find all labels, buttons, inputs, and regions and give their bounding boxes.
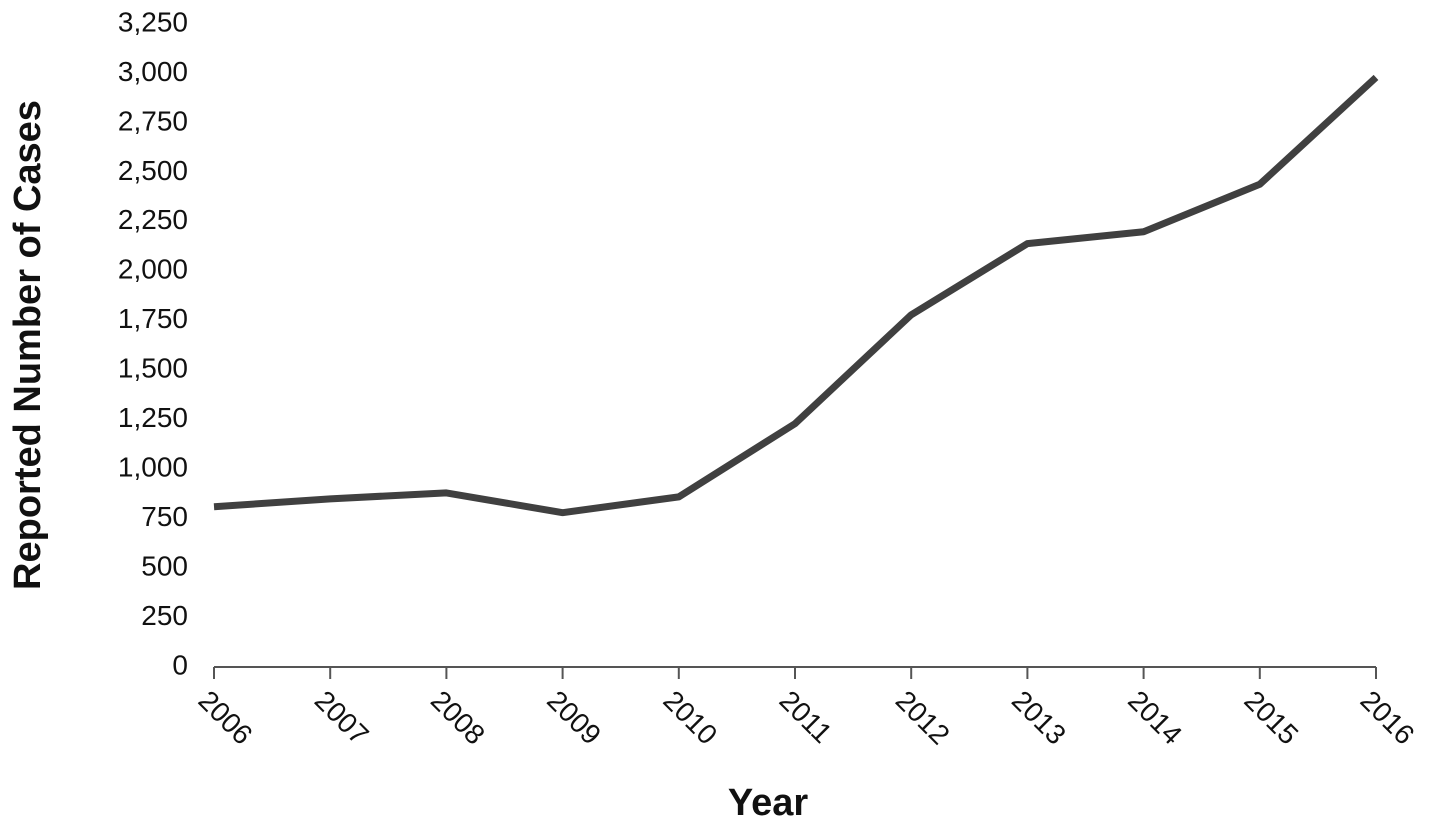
x-tick-label: 2014: [1122, 685, 1188, 751]
x-tick-label: 2006: [193, 685, 259, 751]
y-tick-label: 500: [141, 550, 188, 581]
x-axis-title: Year: [728, 782, 809, 824]
y-tick-label: 3,250: [118, 6, 188, 37]
y-tick-label: 2,250: [118, 204, 188, 235]
y-tick-label: 2,750: [118, 105, 188, 136]
y-tick-label: 2,500: [118, 155, 188, 186]
x-tick-label: 2015: [1238, 685, 1304, 751]
x-tick-label: 2007: [309, 685, 375, 751]
y-tick-label: 1,500: [118, 353, 188, 384]
x-tick-label: 2012: [890, 685, 956, 751]
y-tick-label: 0: [172, 649, 188, 680]
y-tick-label: 2,000: [118, 254, 188, 285]
y-tick-label: 1,750: [118, 303, 188, 334]
x-tick-label: 2008: [425, 685, 491, 751]
data-line: [213, 74, 1379, 517]
x-tick-label: 2011: [774, 685, 839, 750]
y-tick-label: 1,250: [118, 402, 188, 433]
y-tick-label: 750: [141, 501, 188, 532]
x-tick-label: 2010: [657, 685, 723, 751]
y-tick-label: 1,000: [118, 452, 188, 483]
y-tick-label: 250: [141, 600, 188, 631]
x-tick-label: 2016: [1355, 685, 1421, 751]
y-tick-label: 3,000: [118, 56, 188, 87]
y-axis-title: Reported Number of Cases: [7, 100, 49, 590]
x-tick-label: 2009: [541, 685, 607, 751]
x-tick-label: 2013: [1006, 685, 1072, 751]
